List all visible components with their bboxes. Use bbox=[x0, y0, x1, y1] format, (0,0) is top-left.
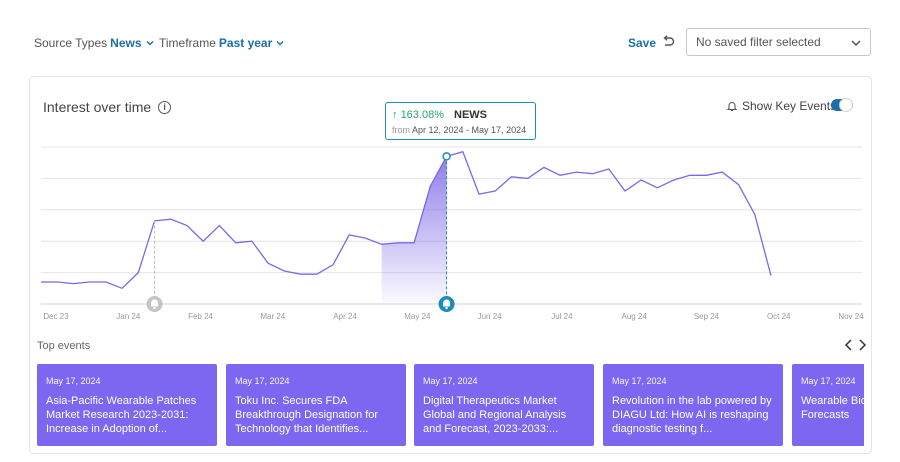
tooltip-from: from bbox=[392, 125, 410, 135]
chevron-down-icon bbox=[276, 41, 284, 46]
source-types-filter[interactable]: Source Types News bbox=[34, 36, 155, 50]
chevron-left-icon[interactable] bbox=[843, 338, 855, 352]
save-button[interactable]: Save bbox=[628, 36, 657, 50]
event-date: May 17, 2024 bbox=[46, 376, 101, 386]
x-tick-label: Dec 23 bbox=[43, 312, 69, 321]
event-date: May 17, 2024 bbox=[612, 376, 667, 386]
timeframe-filter[interactable]: Timeframe Past year bbox=[159, 36, 285, 50]
highlight-area bbox=[381, 156, 447, 304]
key-events-toggle[interactable] bbox=[831, 98, 853, 112]
x-tick-label: Sep 24 bbox=[694, 312, 720, 321]
event-title: Asia-Pacific Wearable Patches Market Res… bbox=[46, 395, 197, 435]
timeframe-value: Past year bbox=[218, 36, 273, 50]
tooltip-change-value: 163.08% bbox=[400, 109, 444, 121]
event-date: May 17, 2024 bbox=[235, 376, 290, 386]
x-tick-label: Jun 24 bbox=[478, 312, 503, 321]
top-events-carousel: May 17, 2024 Asia-Pacific Wearable Patche… bbox=[29, 360, 864, 450]
x-tick-label: Jan 24 bbox=[116, 312, 141, 321]
chart-title: Interest over time i bbox=[43, 99, 172, 115]
event-date: May 17, 2024 bbox=[423, 376, 478, 386]
event-title: Toku Inc. Secures FDA Breakthrough Desig… bbox=[235, 395, 379, 435]
event-card[interactable]: May 17, 2024 Revolution in the lab powere… bbox=[603, 364, 783, 446]
chart-title-text: Interest over time bbox=[43, 99, 152, 115]
x-tick-label: Mar 24 bbox=[260, 312, 285, 321]
chevron-right-icon[interactable] bbox=[856, 338, 868, 352]
bell-icon[interactable] bbox=[438, 296, 455, 312]
chevron-down-icon bbox=[146, 41, 154, 46]
highlight-point bbox=[442, 152, 451, 161]
bell-icon[interactable] bbox=[146, 296, 163, 312]
event-card[interactable]: May 17, 2024 Toku Inc. Secures FDA Breakt… bbox=[226, 364, 406, 446]
bell-icon bbox=[726, 102, 738, 112]
saved-filter-value: No saved filter selected bbox=[696, 35, 821, 49]
interest-line bbox=[41, 150, 772, 290]
source-types-value: News bbox=[110, 36, 142, 50]
x-tick-label: Apr 24 bbox=[333, 312, 357, 321]
interest-card bbox=[29, 76, 872, 454]
tooltip-range-value: Apr 12, 2024 - May 17, 2024 bbox=[412, 125, 527, 135]
filter-toolbar: Source Types News Timeframe Past year Sa… bbox=[0, 0, 900, 80]
event-card[interactable]: May 17, 2024 Wearable Bio Wearable Pa For… bbox=[792, 364, 864, 446]
event-card[interactable]: May 17, 2024 Asia-Pacific Wearable Patche… bbox=[37, 364, 217, 446]
x-tick-label: Aug 24 bbox=[622, 312, 648, 321]
saved-filter-select[interactable]: No saved filter selected bbox=[686, 28, 871, 56]
x-tick-label: May 24 bbox=[404, 312, 431, 321]
top-events-heading: Top events bbox=[37, 340, 91, 352]
info-icon[interactable]: i bbox=[158, 100, 172, 114]
event-title: Revolution in the lab powered by DIAGU L… bbox=[612, 395, 772, 435]
x-tick-label: Oct 24 bbox=[767, 312, 791, 321]
x-tick-label: Nov 24 bbox=[838, 312, 864, 321]
x-tick-label: Jul 24 bbox=[551, 312, 573, 321]
tooltip-change: ↑ 163.08% bbox=[392, 109, 444, 121]
x-tick-label: Feb 24 bbox=[188, 312, 213, 321]
tooltip-source: NEWS bbox=[454, 109, 487, 121]
chart-tooltip: ↑ 163.08% NEWS from Apr 12, 2024 - May 1… bbox=[385, 102, 536, 140]
key-events-label: Show Key Events bbox=[742, 99, 837, 113]
event-title: Wearable Bio Wearable Pa Forecasts bbox=[801, 395, 864, 421]
chevron-down-icon bbox=[851, 40, 861, 47]
event-title: Digital Therapeutics Market Global and R… bbox=[423, 395, 567, 435]
undo-icon[interactable] bbox=[660, 34, 676, 50]
event-card[interactable]: May 17, 2024 Digital Therapeutics Market … bbox=[414, 364, 594, 446]
toggle-knob bbox=[839, 98, 853, 112]
event-date: May 17, 2024 bbox=[801, 376, 856, 386]
key-events-control: Show Key Events bbox=[726, 99, 836, 113]
timeframe-label: Timeframe bbox=[159, 36, 216, 50]
tooltip-range: from Apr 12, 2024 - May 17, 2024 bbox=[392, 125, 526, 135]
source-types-label: Source Types bbox=[34, 36, 108, 50]
